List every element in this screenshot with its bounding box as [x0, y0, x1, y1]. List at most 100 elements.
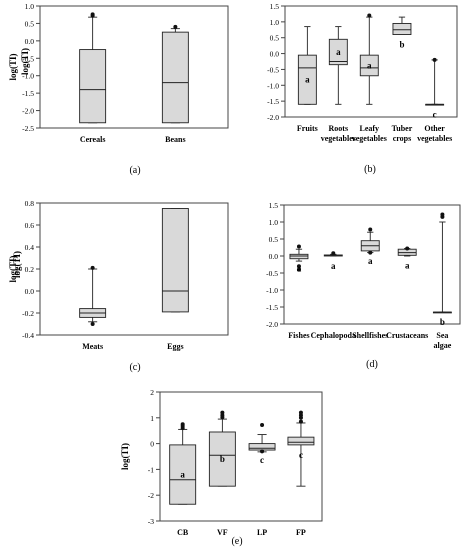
y-tick-label: -2.5	[22, 124, 34, 133]
y-tick-label: 0.6	[25, 221, 35, 230]
x-category-label: Other vegetables	[417, 124, 452, 143]
outlier-point	[296, 267, 301, 272]
significance-letter: a	[405, 260, 410, 270]
significance-letter: a	[331, 261, 336, 271]
box-5: c	[425, 57, 445, 119]
box-3: a	[359, 13, 379, 105]
significance-letter: b	[399, 40, 404, 50]
significance-letter: a	[180, 470, 185, 480]
x-category-label-line: Leafy	[359, 124, 379, 133]
outlier-point	[260, 423, 265, 428]
panel-caption: (c)	[129, 362, 140, 373]
y-tick-label: 0.4	[25, 243, 35, 252]
y-tick-label: 0.8	[25, 199, 35, 208]
x-category-label-line: Roots	[329, 124, 349, 133]
significance-letter: a	[336, 47, 341, 57]
x-category-label: Cereals	[80, 135, 106, 144]
significance-letter: a	[368, 256, 373, 266]
outlier-point	[432, 57, 437, 62]
box-2	[161, 208, 189, 313]
y-tick-label: -2	[148, 491, 154, 500]
significance-letter: b	[440, 317, 445, 327]
box-4: c	[287, 410, 315, 487]
y-tick-label: 0.5	[269, 235, 279, 244]
y-tick-label: 0	[150, 440, 154, 449]
box-iqr	[161, 31, 189, 124]
box-iqr	[392, 22, 412, 35]
x-category-label: FP	[296, 528, 306, 537]
significance-letter: c	[433, 109, 437, 119]
outlier-point	[296, 244, 301, 249]
box-1: a	[289, 244, 309, 274]
y-tick-label: -1.5	[22, 89, 34, 98]
outlier-point	[180, 422, 185, 427]
y-axis-label: log(TI)	[8, 53, 18, 80]
box-2	[161, 24, 189, 124]
box-iqr	[248, 443, 276, 451]
x-category-label: Fishes	[288, 331, 309, 340]
x-category-label-line: crops	[393, 134, 412, 143]
significance-letter: a	[297, 264, 302, 274]
x-category-label: Beans	[165, 135, 185, 144]
x-category-label-line: Other	[424, 124, 445, 133]
outlier-point	[220, 410, 225, 415]
y-tick-label: -1.0	[22, 72, 34, 81]
chart-panel-5: -3 -2 -1 0 1 2 log(TI) a CB b VF c LP c FP (e)	[120, 388, 323, 547]
y-axis-label: log(TI)	[12, 251, 22, 278]
significance-letter: b	[220, 454, 225, 464]
outlier-point	[368, 250, 373, 255]
significance-letter: c	[260, 455, 264, 465]
box-4: b	[392, 16, 412, 50]
box-2: b	[208, 410, 236, 487]
y-tick-label: 1.5	[269, 201, 279, 210]
y-tick-label: -3	[148, 517, 154, 526]
x-category-label-line: vegetables	[417, 134, 452, 143]
box-iqr	[359, 54, 379, 77]
y-tick-label: 1.0	[270, 18, 280, 27]
y-tick-label: 0.2	[25, 265, 35, 274]
y-tick-label: 0.5	[25, 19, 35, 28]
significance-letter: a	[305, 75, 310, 85]
box-iqr	[169, 444, 197, 505]
x-category-label-line: algae	[434, 341, 452, 350]
y-axis-label: log(TI)	[120, 443, 130, 470]
y-tick-label: -1.0	[267, 81, 279, 90]
x-category-label-line: vegetables	[321, 134, 356, 143]
plot-frame	[39, 202, 229, 336]
outlier-point	[368, 227, 373, 232]
outlier-point	[296, 264, 301, 269]
y-tick-label: 1	[150, 414, 154, 423]
y-tick-label: -2.0	[266, 320, 278, 329]
box-1: a	[297, 26, 317, 105]
y-tick-label: 1.0	[25, 2, 35, 11]
y-tick-label: 2	[150, 388, 154, 397]
box-1	[79, 12, 107, 124]
y-axis-label: log(TI)	[20, 48, 30, 75]
box-4: a	[397, 246, 417, 270]
y-tick-label: -0.2	[22, 309, 34, 318]
y-tick-label: 0.5	[270, 34, 280, 43]
x-category-label: Crustaceans	[386, 331, 428, 340]
box-2: a	[323, 251, 343, 271]
box-iqr	[328, 38, 348, 66]
y-tick-label: -2.0	[22, 107, 34, 116]
box-2: a	[328, 26, 348, 105]
x-category-label: VF	[217, 528, 228, 537]
plot-frame	[283, 204, 461, 325]
box-iqr	[208, 431, 236, 487]
y-tick-label: 1.5	[270, 2, 280, 11]
x-category-label: Meats	[82, 342, 103, 351]
y-axis-label: log(TI)	[8, 255, 18, 282]
y-tick-label: -0.5	[267, 65, 279, 74]
y-tick-label: -1	[148, 465, 154, 474]
box-5: b	[432, 212, 452, 327]
x-category-label: CB	[177, 528, 189, 537]
outlier-point	[298, 419, 303, 424]
box-iqr	[287, 436, 315, 446]
chart-panel-3: -0.4 -0.2 0.0 0.2 0.4 0.6 0.8 log(TI) Meats Eggs (…	[8, 199, 229, 373]
y-tick-label: 0.0	[269, 252, 279, 261]
y-tick-label: 0.0	[25, 287, 35, 296]
outlier-point	[90, 322, 95, 326]
y-tick-label: -2.0	[267, 113, 279, 122]
